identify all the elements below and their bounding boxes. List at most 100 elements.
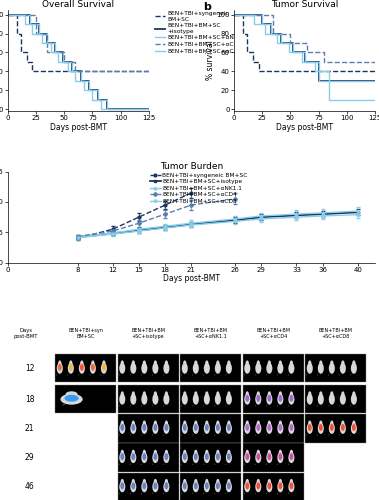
Ellipse shape (165, 360, 168, 366)
Ellipse shape (143, 420, 146, 426)
Bar (55, 354, 116, 382)
Ellipse shape (153, 424, 157, 431)
Ellipse shape (279, 395, 282, 402)
Ellipse shape (226, 452, 232, 463)
Ellipse shape (277, 482, 283, 492)
Ellipse shape (257, 392, 260, 398)
Ellipse shape (351, 394, 357, 404)
Ellipse shape (257, 479, 260, 485)
Ellipse shape (119, 452, 125, 463)
Ellipse shape (318, 423, 324, 434)
Ellipse shape (268, 453, 271, 460)
Ellipse shape (290, 482, 293, 490)
Ellipse shape (255, 452, 262, 463)
Ellipse shape (119, 482, 125, 492)
Ellipse shape (279, 360, 282, 366)
Ellipse shape (121, 424, 124, 431)
Ellipse shape (307, 423, 313, 434)
Ellipse shape (152, 452, 158, 463)
Ellipse shape (204, 394, 210, 404)
Ellipse shape (288, 452, 294, 463)
Ellipse shape (64, 395, 78, 402)
Ellipse shape (318, 394, 324, 404)
Ellipse shape (246, 450, 249, 456)
Ellipse shape (290, 450, 293, 456)
Ellipse shape (256, 395, 260, 402)
Ellipse shape (329, 423, 335, 434)
Title: Tumor Survival: Tumor Survival (271, 0, 338, 9)
Ellipse shape (308, 424, 312, 431)
Ellipse shape (183, 424, 187, 431)
FancyArrowPatch shape (152, 374, 153, 376)
Ellipse shape (193, 394, 199, 404)
Ellipse shape (227, 360, 230, 366)
FancyArrowPatch shape (288, 434, 289, 436)
Ellipse shape (58, 360, 61, 366)
Ellipse shape (193, 452, 199, 463)
Ellipse shape (194, 360, 197, 366)
Ellipse shape (165, 450, 168, 456)
Ellipse shape (330, 360, 334, 366)
Ellipse shape (57, 363, 63, 374)
Ellipse shape (68, 363, 74, 374)
Ellipse shape (183, 420, 186, 426)
Ellipse shape (308, 360, 312, 366)
Bar (118, 354, 179, 382)
Text: BEN+TBI+BM
+SC+αCD4: BEN+TBI+BM +SC+αCD4 (256, 328, 290, 339)
Ellipse shape (152, 423, 158, 434)
Bar (118, 472, 179, 500)
Ellipse shape (141, 452, 147, 463)
Ellipse shape (204, 482, 210, 492)
Ellipse shape (279, 482, 282, 490)
Text: Days
post-BMT: Days post-BMT (14, 328, 38, 339)
Ellipse shape (290, 479, 293, 485)
Ellipse shape (143, 392, 146, 398)
Ellipse shape (352, 424, 356, 431)
Ellipse shape (163, 452, 169, 463)
Ellipse shape (119, 423, 125, 434)
Ellipse shape (245, 482, 249, 490)
Ellipse shape (152, 363, 158, 374)
Ellipse shape (215, 423, 221, 434)
Ellipse shape (227, 392, 230, 398)
Ellipse shape (119, 394, 125, 404)
Ellipse shape (121, 453, 124, 460)
Ellipse shape (132, 453, 135, 460)
X-axis label: Days post-BMT: Days post-BMT (163, 274, 220, 283)
Ellipse shape (143, 450, 146, 456)
Ellipse shape (69, 364, 73, 371)
FancyArrowPatch shape (288, 374, 289, 376)
Ellipse shape (308, 420, 312, 426)
Ellipse shape (245, 424, 249, 431)
Ellipse shape (163, 482, 169, 492)
Ellipse shape (319, 360, 323, 366)
Ellipse shape (163, 394, 169, 404)
Ellipse shape (205, 482, 209, 490)
Ellipse shape (340, 394, 346, 404)
Ellipse shape (246, 420, 249, 426)
Ellipse shape (319, 424, 323, 431)
FancyArrowPatch shape (163, 493, 164, 494)
Ellipse shape (90, 363, 96, 374)
Text: BEN+TBI+BM
+SC+αNK1.1: BEN+TBI+BM +SC+αNK1.1 (194, 328, 228, 339)
Ellipse shape (268, 360, 271, 366)
FancyArrowPatch shape (141, 493, 142, 494)
Ellipse shape (143, 482, 146, 490)
Legend: BEN+TBI+syngeneic BM+SC, BEN+TBI+BM+SC+isotype, BEN+TBI+BM+SC+αNK1.1, BEN+TBI+BM: BEN+TBI+syngeneic BM+SC, BEN+TBI+BM+SC+i… (150, 173, 248, 204)
FancyArrowPatch shape (89, 374, 90, 376)
Ellipse shape (266, 482, 273, 492)
Ellipse shape (154, 420, 157, 426)
Ellipse shape (215, 363, 221, 374)
Ellipse shape (205, 392, 208, 398)
Ellipse shape (255, 394, 262, 404)
FancyArrowPatch shape (67, 374, 68, 376)
Ellipse shape (290, 420, 293, 426)
Ellipse shape (183, 479, 186, 485)
FancyArrowPatch shape (163, 434, 164, 436)
Ellipse shape (194, 450, 197, 456)
Ellipse shape (66, 392, 78, 398)
Ellipse shape (288, 482, 294, 492)
Ellipse shape (121, 479, 124, 485)
Ellipse shape (279, 453, 282, 460)
Ellipse shape (226, 423, 232, 434)
